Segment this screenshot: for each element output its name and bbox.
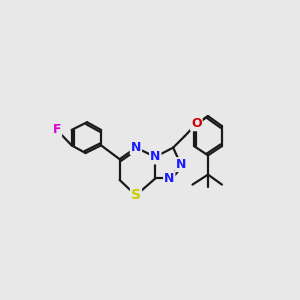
Text: O: O — [191, 117, 202, 130]
Text: N: N — [176, 158, 186, 171]
Text: S: S — [131, 188, 141, 203]
Text: F: F — [52, 123, 61, 136]
Text: N: N — [131, 141, 141, 154]
Text: N: N — [164, 172, 174, 185]
Text: N: N — [150, 150, 160, 164]
